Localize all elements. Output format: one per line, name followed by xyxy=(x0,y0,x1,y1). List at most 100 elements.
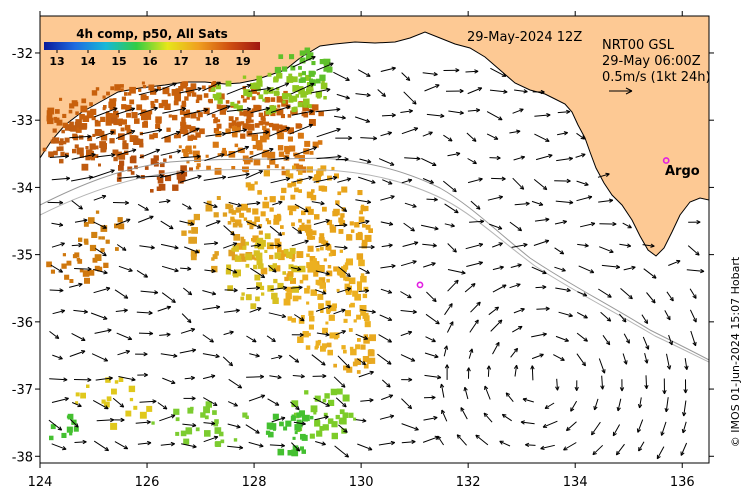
sst-pixel xyxy=(188,150,193,155)
current-arrow xyxy=(294,314,305,322)
sst-pixel xyxy=(298,218,302,223)
sst-pixel xyxy=(91,116,96,121)
sst-pixel xyxy=(292,85,299,92)
sst-pixel xyxy=(185,146,192,153)
sst-pixel xyxy=(144,110,148,115)
sst-pixel xyxy=(316,430,323,437)
sst-pixel xyxy=(145,96,149,100)
current-arrow xyxy=(602,335,611,346)
sst-pixel xyxy=(270,110,276,117)
sst-pixel xyxy=(180,430,187,437)
current-arrow xyxy=(292,374,305,379)
sst-pixel xyxy=(291,317,296,323)
sst-pixel xyxy=(195,132,201,138)
current-arrow xyxy=(400,291,412,299)
sst-pixel xyxy=(101,399,106,404)
argo-float-offshore xyxy=(416,281,424,289)
current-arrow xyxy=(492,242,503,248)
sst-pixel xyxy=(192,152,197,156)
sst-pixel xyxy=(309,79,316,86)
sst-pixel xyxy=(225,128,231,134)
sst-pixel xyxy=(213,421,219,427)
current-arrow xyxy=(161,292,176,303)
sst-pixel xyxy=(240,236,245,241)
current-arrow xyxy=(137,372,148,378)
current-arrow xyxy=(486,111,503,121)
sst-pixel xyxy=(124,92,128,96)
sst-pixel xyxy=(149,134,155,140)
sst-pixel xyxy=(221,150,227,157)
sst-pixel xyxy=(252,208,259,215)
sst-pixel xyxy=(212,81,216,85)
current-arrow xyxy=(315,305,332,312)
current-arrow xyxy=(576,180,589,186)
sst-pixel xyxy=(354,222,360,228)
current-arrow xyxy=(401,398,413,410)
current-arrow xyxy=(51,397,69,403)
sst-pixel xyxy=(274,238,280,244)
current-arrow xyxy=(94,328,112,334)
sst-pixel xyxy=(98,236,102,240)
sst-pixel xyxy=(232,245,239,252)
sst-pixel xyxy=(237,100,241,104)
sst-pixel xyxy=(161,99,168,107)
current-arrow xyxy=(456,434,467,446)
current-arrow xyxy=(556,156,573,162)
sst-pixel xyxy=(217,119,221,123)
sst-pixel xyxy=(359,210,363,215)
sst-pixel xyxy=(156,186,162,191)
sst-pixel xyxy=(282,271,286,275)
current-arrow xyxy=(96,153,116,158)
sst-pixel xyxy=(360,275,367,283)
current-arrow xyxy=(444,303,453,316)
sst-pixel xyxy=(353,417,357,421)
sst-pixel xyxy=(63,141,67,145)
current-arrow xyxy=(576,332,588,342)
current-arrow xyxy=(338,424,348,433)
sst-pixel xyxy=(290,277,296,284)
sst-pixel xyxy=(305,54,312,61)
sst-pixel xyxy=(219,108,226,115)
current-arrow xyxy=(224,288,238,293)
sst-pixel xyxy=(313,411,317,415)
sst-pixel xyxy=(59,138,64,143)
current-arrow xyxy=(158,82,177,91)
sst-pixel xyxy=(69,279,74,283)
sst-pixel xyxy=(330,304,337,312)
sst-pixel xyxy=(234,255,242,262)
current-arrow xyxy=(514,89,528,94)
current-arrow xyxy=(313,218,330,225)
sst-pixel xyxy=(233,234,241,241)
current-arrow xyxy=(271,416,286,423)
sst-pixel xyxy=(179,175,186,182)
current-arrow xyxy=(426,197,438,202)
sst-pixel xyxy=(245,263,250,268)
sst-pixel xyxy=(59,97,63,101)
current-arrow xyxy=(578,265,595,274)
sst-pixel xyxy=(245,118,251,124)
sst-pixel xyxy=(144,113,152,120)
sst-pixel xyxy=(234,143,239,148)
sst-pixel xyxy=(134,165,138,170)
sst-pixel xyxy=(287,136,293,142)
sst-pixel xyxy=(242,245,247,250)
sst-pixel xyxy=(124,124,131,131)
sst-pixel xyxy=(220,439,225,444)
sst-pixel xyxy=(333,266,339,272)
current-arrow xyxy=(636,419,644,433)
sst-pixel xyxy=(75,119,82,126)
current-arrow xyxy=(425,336,436,343)
sst-pixel xyxy=(217,98,223,104)
sst-pixel xyxy=(296,251,304,258)
current-arrow xyxy=(51,242,65,248)
sst-pixel xyxy=(350,229,355,233)
sst-pixel xyxy=(181,100,186,105)
sst-pixel xyxy=(319,74,326,81)
sst-pixel xyxy=(331,432,338,440)
sst-pixel xyxy=(357,231,363,237)
sst-pixel xyxy=(350,302,355,308)
current-arrow xyxy=(666,291,674,302)
sst-pixel xyxy=(357,190,363,196)
current-arrow xyxy=(489,89,508,94)
sst-pixel xyxy=(330,388,338,396)
